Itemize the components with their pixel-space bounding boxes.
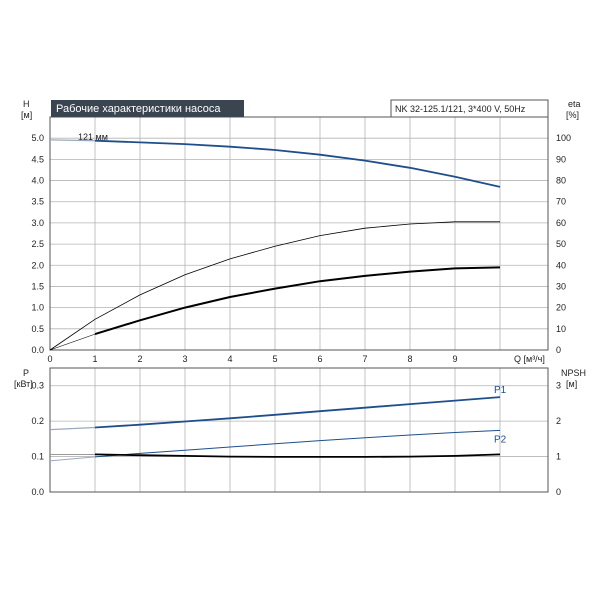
chart-subtitle: NK 32-125.1/121, 3*400 V, 50Hz (395, 104, 526, 114)
top-chart-ticks: 0 1 2 3 4 5 6 7 8 9 0.0 0.5 1.0 1.5 2.0 2.5 3.0 3.5 4.0 4.5… (31, 133, 571, 364)
x-tick-label: 2 (137, 354, 142, 364)
chart-title: Рабочие характеристики насоса (56, 103, 221, 115)
y-tick-label: 0.5 (31, 324, 44, 334)
y-tick-label: 4.5 (31, 154, 44, 164)
y2-tick-label: 20 (556, 303, 566, 313)
y-tick-label: 2.0 (31, 260, 44, 270)
x-tick-label: 9 (452, 354, 457, 364)
npsh-tick-label: 0 (556, 487, 561, 497)
npsh-axis-label-unit: [м] (566, 379, 577, 389)
efficiency-curve-leadin (49, 333, 96, 351)
y2-tick-label: 40 (556, 260, 566, 270)
top-chart-grid (50, 117, 548, 350)
npsh-tick-label: 2 (556, 416, 561, 426)
p1-label: P1 (494, 385, 507, 396)
x-tick-label: 0 (47, 354, 52, 364)
npsh-tick-label: 3 (556, 381, 561, 391)
npsh-axis-label-name: NPSH (561, 368, 586, 378)
y-tick-label: 5.0 (31, 133, 44, 143)
p1-curve-extension (49, 426, 96, 431)
y-tick-label: 1.0 (31, 303, 44, 313)
head-curve (94, 139, 501, 188)
y2-tick-label: 0 (556, 345, 561, 355)
y-axis-label-unit: [м] (21, 110, 32, 120)
x-tick-label: 1 (92, 354, 97, 364)
power-axis-label-unit: [кВт] (14, 379, 33, 389)
npsh-curve (94, 453, 501, 458)
p2-curve (94, 429, 501, 458)
y2-tick-label: 100 (556, 133, 571, 143)
power-tick-label: 0.2 (31, 416, 44, 426)
x-tick-label: 5 (272, 354, 277, 364)
power-tick-label: 0.1 (31, 452, 44, 462)
top-chart-frame (49, 116, 549, 351)
chart-title-box (51, 100, 244, 117)
p2-label: P2 (494, 434, 507, 445)
y-tick-label: 1.5 (31, 281, 44, 291)
power-axis-label-name: P (23, 368, 29, 378)
y-tick-label: 3.0 (31, 218, 44, 228)
impeller-diameter-annotation: 121 мм (78, 132, 108, 142)
p1-curve (94, 396, 501, 429)
y2-axis-label-name: eta (568, 99, 581, 109)
head-curve-extension (49, 139, 96, 142)
bottom-chart-frame (49, 367, 549, 493)
y2-tick-label: 60 (556, 218, 566, 228)
y2-tick-label: 10 (556, 324, 566, 334)
bottom-chart-ticks: 0.0 0.1 0.2 0.3 0 1 2 3 (31, 381, 561, 497)
y2-axis-label-unit: [%] (566, 110, 579, 120)
y2-tick-label: 50 (556, 239, 566, 249)
y-tick-label: 4.0 (31, 176, 44, 186)
efficiency-curve-thick (94, 266, 501, 336)
bottom-chart-series: P1 P2 (49, 385, 507, 462)
y2-tick-label: 80 (556, 176, 566, 186)
y2-tick-label: 70 (556, 197, 566, 207)
x-tick-label: 6 (317, 354, 322, 364)
x-tick-label: 3 (182, 354, 187, 364)
power-tick-label: 0.0 (31, 487, 44, 497)
x-tick-label: 7 (362, 354, 367, 364)
y-tick-label: 3.5 (31, 197, 44, 207)
y2-tick-label: 90 (556, 154, 566, 164)
power-tick-label: 0.3 (31, 381, 44, 391)
top-chart-series (49, 139, 501, 351)
chart-subtitle-box (390, 99, 549, 118)
x-tick-label: 4 (227, 354, 232, 364)
x-axis-label: Q [м³/ч] (514, 354, 545, 364)
y-tick-label: 0.0 (31, 345, 44, 355)
npsh-tick-label: 1 (556, 452, 561, 462)
y-tick-label: 2.5 (31, 239, 44, 249)
y-axis-label-name: H (23, 99, 30, 109)
y2-tick-label: 30 (556, 281, 566, 291)
x-tick-label: 8 (407, 354, 412, 364)
efficiency-curve-thin (49, 221, 500, 351)
p2-curve-extension (49, 456, 96, 462)
